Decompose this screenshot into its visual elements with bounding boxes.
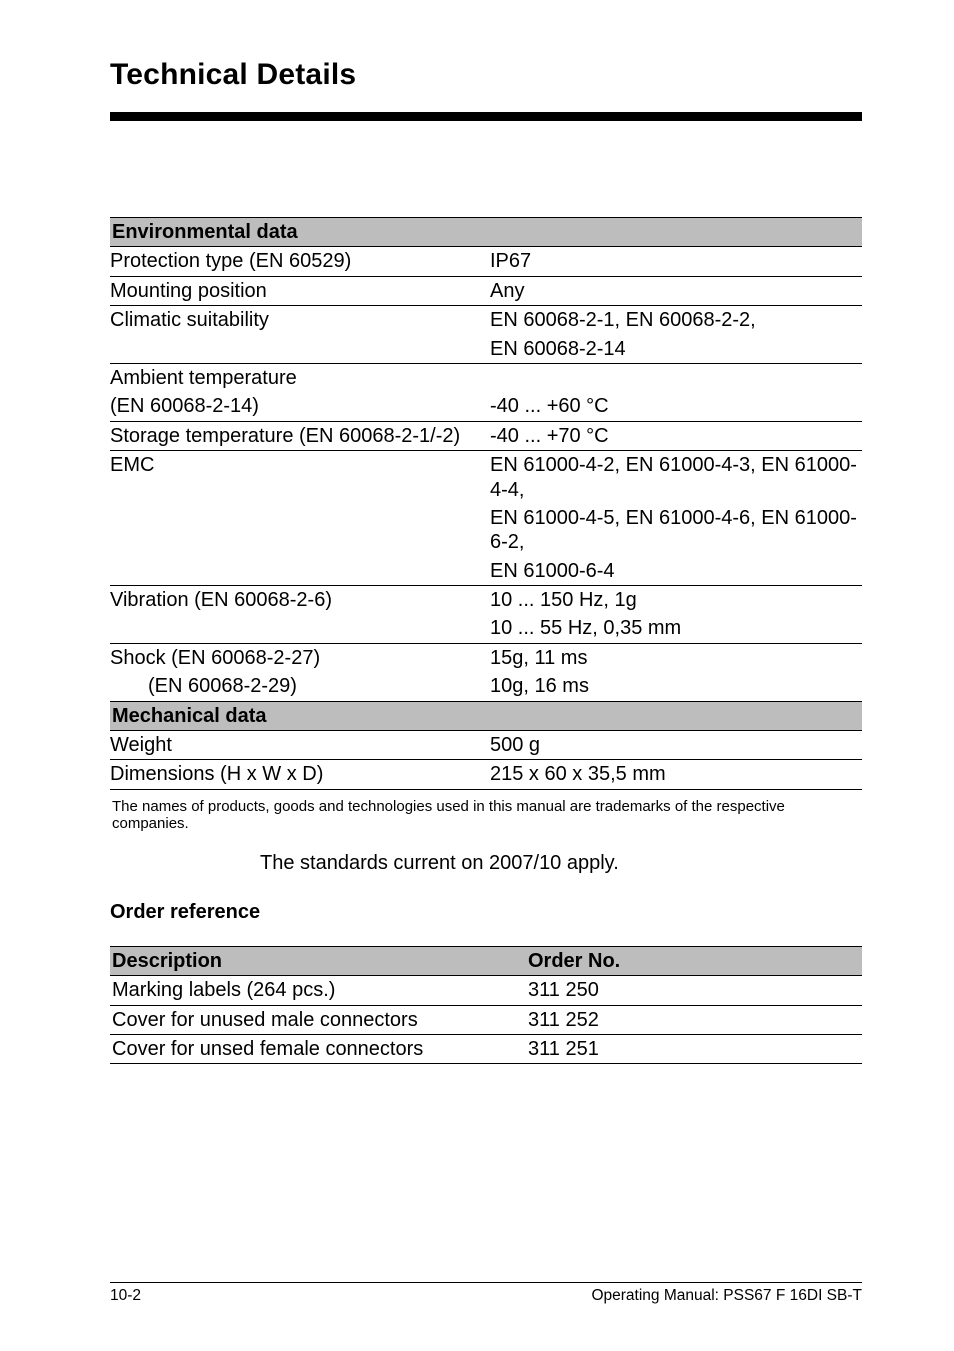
footer-manual-name: Operating Manual: PSS67 F 16DI SB-T (591, 1287, 862, 1305)
order-header-row: Description Order No. (110, 946, 862, 975)
order-r3-no: 311 251 (526, 1034, 862, 1063)
order-header-orderno: Order No. (526, 946, 862, 975)
value-emc-2: EN 61000-4-5, EN 61000-4-6, EN 61000-6-2… (490, 504, 862, 557)
row-ambient-2: (EN 60068-2-14) -40 ... +60 °C (110, 392, 862, 421)
value-vibration-1: 10 ... 150 Hz, 1g (490, 586, 862, 615)
label-mounting-position: Mounting position (110, 276, 490, 305)
label-protection-type: Protection type (EN 60529) (110, 247, 490, 276)
env-header-cell: Environmental data (110, 218, 862, 247)
order-r3-desc: Cover for unsed female connectors (110, 1034, 526, 1063)
row-shock-1: Shock (EN 60068-2-27) 15g, 11 ms (110, 643, 862, 672)
order-row-2: Cover for unused male connectors 311 252 (110, 1005, 862, 1034)
order-row-1: Marking labels (264 pcs.) 311 250 (110, 976, 862, 1005)
row-vibration-2: 10 ... 55 Hz, 0,35 mm (110, 614, 862, 643)
row-mounting-position: Mounting position Any (110, 276, 862, 305)
value-weight: 500 g (490, 731, 862, 760)
value-protection-type: IP67 (490, 247, 862, 276)
row-shock-2: (EN 60068-2-29) 10g, 16 ms (110, 672, 862, 701)
footer-page-number: 10-2 (110, 1287, 141, 1305)
env-section-header: Environmental data (110, 218, 862, 247)
label-dimensions: Dimensions (H x W x D) (110, 760, 490, 789)
value-emc-3: EN 61000-6-4 (490, 557, 862, 586)
order-row-3: Cover for unsed female connectors 311 25… (110, 1034, 862, 1063)
order-r2-desc: Cover for unused male connectors (110, 1005, 526, 1034)
row-dimensions: Dimensions (H x W x D) 215 x 60 x 35,5 m… (110, 760, 862, 789)
row-storage-temp: Storage temperature (EN 60068-2-1/-2) -4… (110, 421, 862, 450)
value-climatic-1: EN 60068-2-1, EN 60068-2-2, (490, 306, 862, 335)
order-table: Description Order No. Marking labels (26… (110, 946, 862, 1065)
row-emc-3: EN 61000-6-4 (110, 557, 862, 586)
row-weight: Weight 500 g (110, 731, 862, 760)
page-footer: 10-2 Operating Manual: PSS67 F 16DI SB-T (110, 1282, 862, 1305)
row-ambient-1: Ambient temperature (110, 363, 862, 392)
value-emc-1: EN 61000-4-2, EN 61000-4-3, EN 61000-4-4… (490, 451, 862, 504)
value-shock-1: 15g, 11 ms (490, 643, 862, 672)
order-r1-no: 311 250 (526, 976, 862, 1005)
order-header-description: Description (110, 946, 526, 975)
value-climatic-2: EN 60068-2-14 (490, 335, 862, 364)
standards-note: The standards current on 2007/10 apply. (110, 852, 862, 875)
value-ambient: -40 ... +60 °C (490, 392, 862, 421)
label-ambient-1: Ambient temperature (110, 363, 490, 392)
label-vibration: Vibration (EN 60068-2-6) (110, 586, 490, 615)
spec-table: Environmental data Protection type (EN 6… (110, 217, 862, 790)
label-storage: Storage temperature (EN 60068-2-1/-2) (110, 421, 490, 450)
label-ambient-2: (EN 60068-2-14) (110, 392, 490, 421)
label-weight: Weight (110, 731, 490, 760)
row-climatic-2: EN 60068-2-14 (110, 335, 862, 364)
row-protection-type: Protection type (EN 60529) IP67 (110, 247, 862, 276)
row-emc-1: EMC EN 61000-4-2, EN 61000-4-3, EN 61000… (110, 451, 862, 504)
row-vibration-1: Vibration (EN 60068-2-6) 10 ... 150 Hz, … (110, 586, 862, 615)
label-shock-1: Shock (EN 60068-2-27) (110, 643, 490, 672)
row-climatic-suitability: Climatic suitability EN 60068-2-1, EN 60… (110, 306, 862, 335)
value-mounting-position: Any (490, 276, 862, 305)
order-r1-desc: Marking labels (264 pcs.) (110, 976, 526, 1005)
value-dimensions: 215 x 60 x 35,5 mm (490, 760, 862, 789)
mech-section-header: Mechanical data (110, 701, 862, 730)
value-storage: -40 ... +70 °C (490, 421, 862, 450)
label-shock-2: (EN 60068-2-29) (110, 672, 490, 701)
order-reference-heading: Order reference (110, 901, 862, 924)
value-shock-2: 10g, 16 ms (490, 672, 862, 701)
label-climatic: Climatic suitability (110, 306, 490, 335)
mech-header-cell: Mechanical data (110, 701, 862, 730)
label-emc: EMC (110, 451, 490, 504)
row-emc-2: EN 61000-4-5, EN 61000-4-6, EN 61000-6-2… (110, 504, 862, 557)
title-rule (110, 112, 862, 121)
trademark-footnote: The names of products, goods and technol… (110, 798, 862, 832)
page-title: Technical Details (110, 58, 862, 92)
order-r2-no: 311 252 (526, 1005, 862, 1034)
value-vibration-2: 10 ... 55 Hz, 0,35 mm (490, 614, 862, 643)
